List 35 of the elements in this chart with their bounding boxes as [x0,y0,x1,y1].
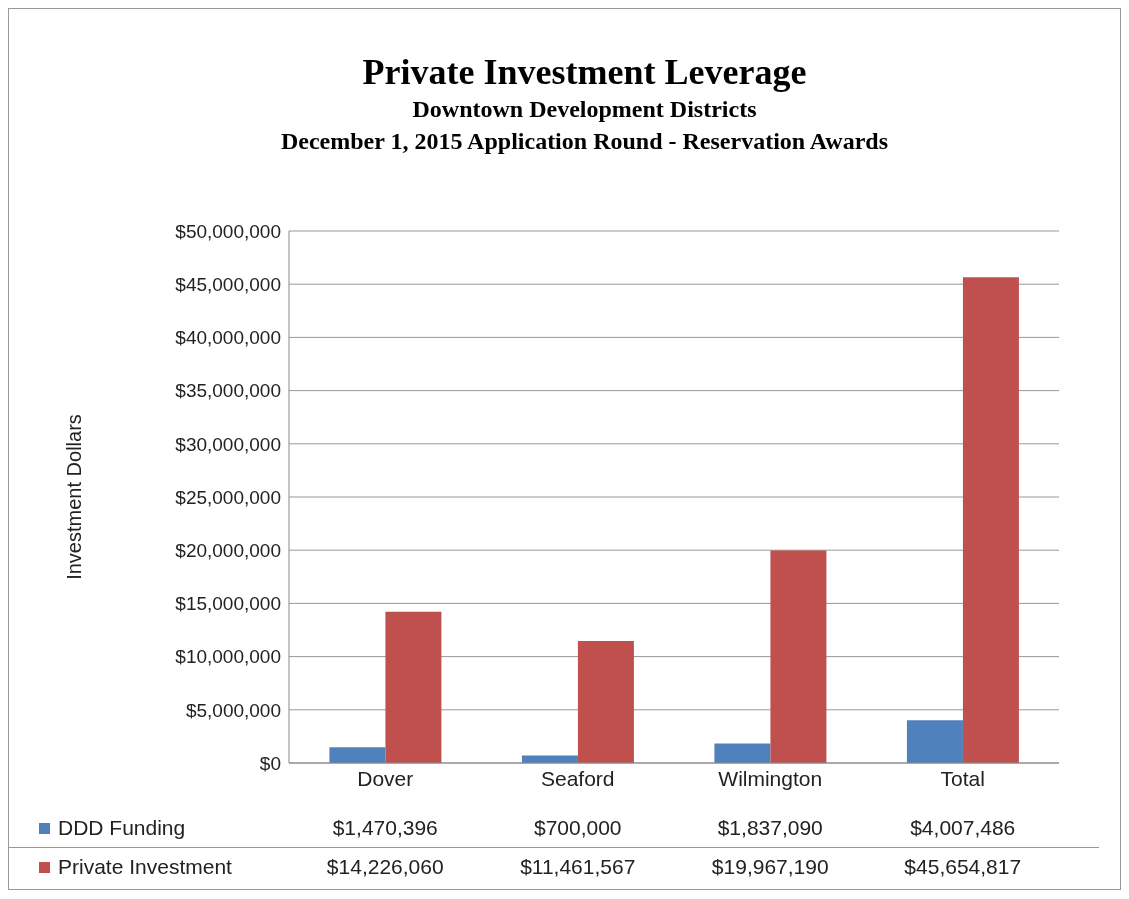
y-tick-label: $5,000,000 [185,699,281,721]
y-tick-label: $45,000,000 [175,273,281,295]
y-tick-label: $20,000,000 [175,539,281,561]
y-tick-label: $35,000,000 [175,380,281,402]
y-tick-label: $10,000,000 [175,646,281,668]
legend-label: DDD Funding [58,816,186,840]
data-label: $1,470,396 [331,816,439,840]
bar [962,277,1019,763]
data-label: $1,837,090 [716,816,824,840]
y-tick-label: $30,000,000 [175,433,281,455]
bar [714,743,771,763]
x-tick-label: Seaford [540,766,615,790]
data-label: $700,000 [532,816,623,840]
data-label: $45,654,817 [903,855,1023,879]
bar [577,641,634,763]
bar [385,611,442,763]
y-axis-title: Investment Dollars [63,414,86,580]
data-label: $19,967,190 [710,855,830,879]
y-tick-label: $50,000,000 [175,220,281,242]
y-tick-label: $0 [259,752,281,774]
bar [770,550,827,763]
x-tick-label: Dover [357,766,414,790]
y-tick-label: $40,000,000 [175,327,281,349]
data-label: $4,007,486 [909,816,1017,840]
legend-label: Private Investment [58,855,232,879]
bar [906,720,963,763]
chart-subtitle: Downtown Development Districts December 1, 2015 Application Round - Reservation Awards [279,95,890,156]
chart-title: Private Investment Leverage [361,51,808,93]
y-tick-label: $25,000,000 [175,486,281,508]
y-tick-label: $15,000,000 [175,593,281,615]
data-label: $11,461,567 [519,855,637,879]
x-tick-label: Wilmington [718,766,823,790]
bar [329,747,386,763]
x-tick-label: Total [940,766,985,790]
data-label: $14,226,060 [325,855,445,879]
